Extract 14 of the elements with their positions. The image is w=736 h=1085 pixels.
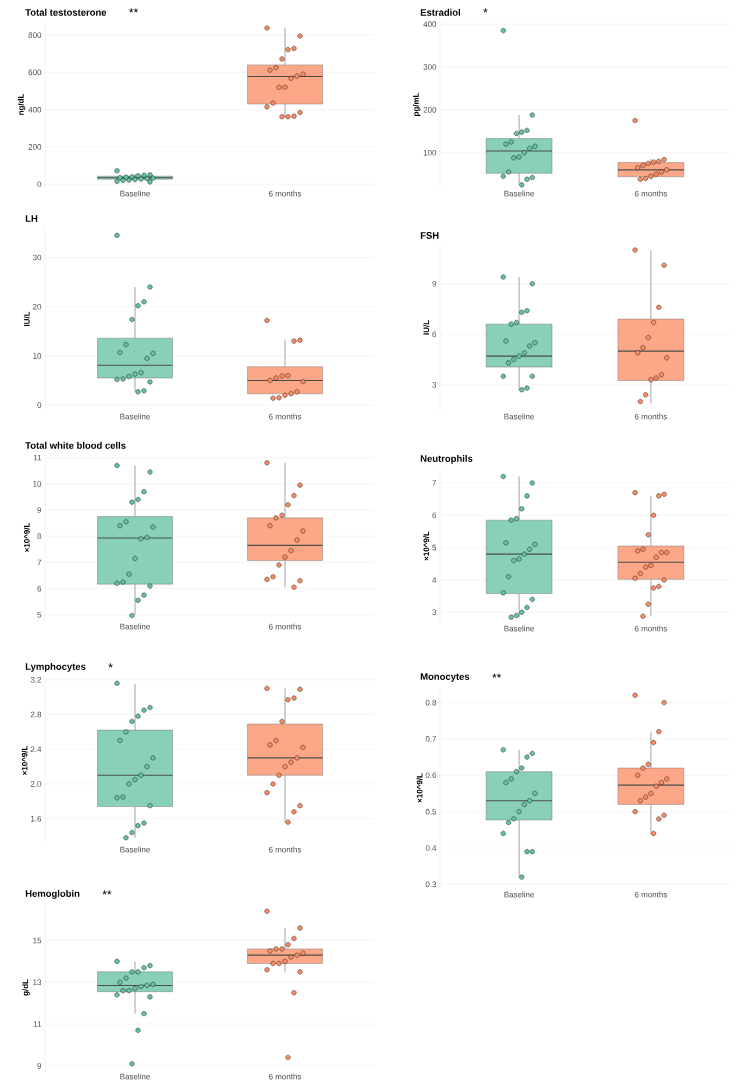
chart-title: FSH: [420, 232, 439, 239]
text: *: [108, 663, 113, 668]
chart-title: Hemoglobin: [25, 889, 80, 899]
chart-title: Neutrophils: [420, 454, 473, 464]
chart-title: Estradiol: [420, 8, 461, 16]
chart-title: Lymphocytes: [25, 662, 86, 672]
text: **: [129, 8, 139, 13]
chart-title: Total testosterone: [25, 8, 107, 16]
chart-title: LH: [25, 215, 38, 222]
text: *: [483, 8, 488, 13]
chart-title: Monocytes: [420, 673, 470, 682]
chart-title: Total white blood cells: [25, 441, 126, 449]
text: **: [102, 890, 112, 895]
text: **: [492, 673, 502, 678]
